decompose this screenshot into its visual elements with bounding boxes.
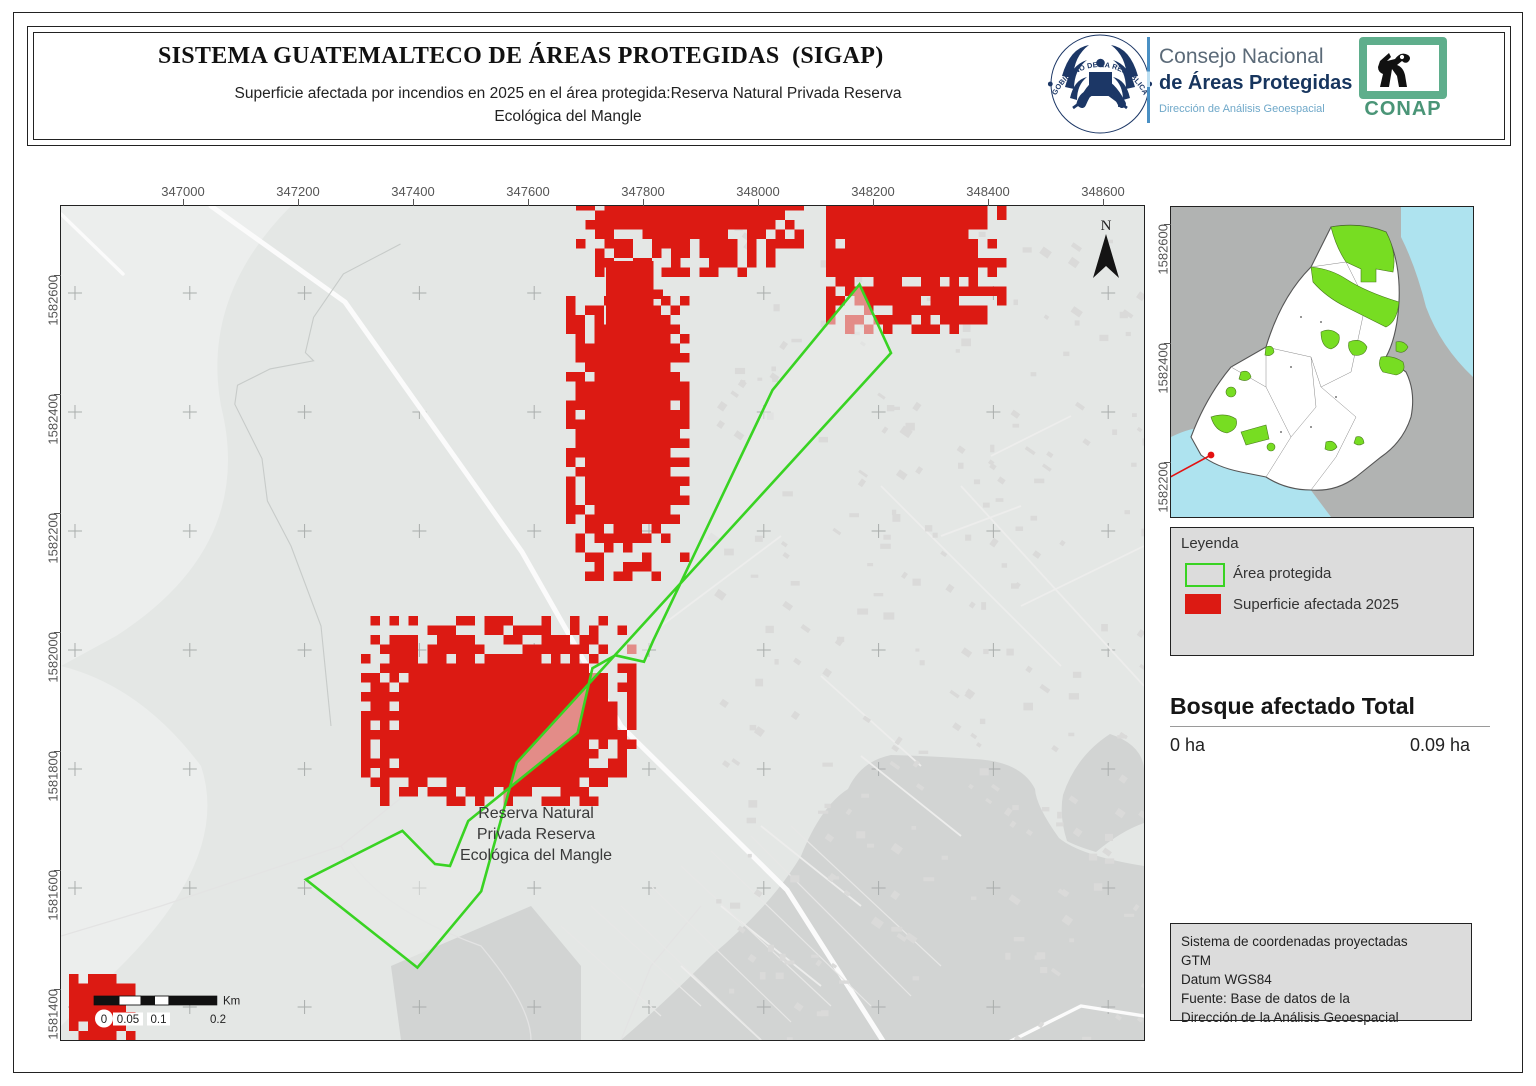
svg-text:CONAP: CONAP — [1364, 98, 1441, 120]
svg-text:0.05: 0.05 — [117, 1014, 139, 1026]
svg-text:Km: Km — [223, 996, 240, 1008]
svg-text:0: 0 — [101, 1014, 107, 1026]
svg-text:N: N — [1101, 218, 1112, 234]
svg-text:0.2: 0.2 — [210, 1014, 226, 1026]
svg-text:0.1: 0.1 — [151, 1014, 167, 1026]
